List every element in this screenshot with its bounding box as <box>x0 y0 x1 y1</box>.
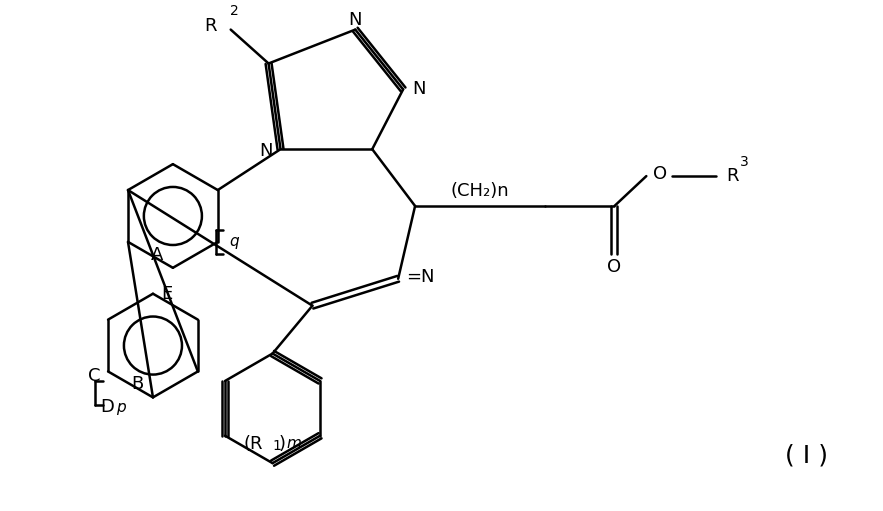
Text: (R: (R <box>243 435 262 453</box>
Text: 2: 2 <box>230 4 238 17</box>
Text: R: R <box>726 167 738 185</box>
Text: R: R <box>204 16 216 35</box>
Text: E: E <box>162 285 172 303</box>
Text: 3: 3 <box>740 155 749 169</box>
Text: N: N <box>412 80 426 99</box>
Text: p: p <box>117 400 126 415</box>
Text: =N: =N <box>406 268 434 286</box>
Text: 1: 1 <box>273 439 282 453</box>
Text: q: q <box>229 235 238 249</box>
Text: (CH₂)n: (CH₂)n <box>450 182 509 200</box>
Text: B: B <box>131 376 143 393</box>
Text: ): ) <box>279 435 286 453</box>
Text: ( I ): ( I ) <box>785 443 828 467</box>
Text: N: N <box>349 11 362 29</box>
Text: C: C <box>88 367 101 385</box>
Text: m: m <box>287 436 302 451</box>
Text: D: D <box>100 399 114 416</box>
Text: O: O <box>608 258 622 276</box>
Text: O: O <box>653 165 668 183</box>
Text: N: N <box>259 142 272 160</box>
Text: A: A <box>151 246 163 264</box>
